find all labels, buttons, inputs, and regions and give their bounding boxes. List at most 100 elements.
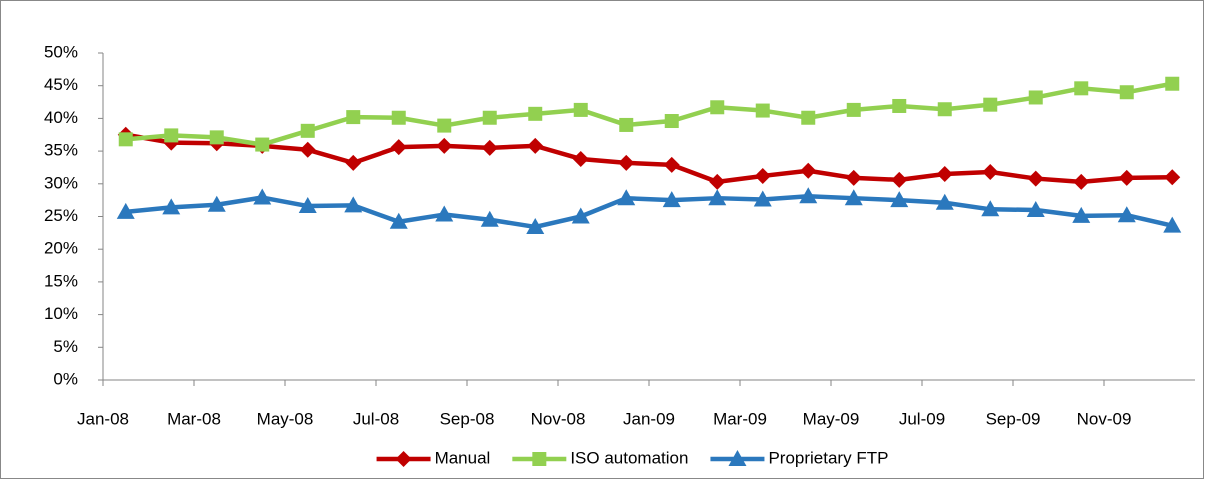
legend: Manual ISO automation Proprietary FTP (376, 448, 888, 467)
data-point (299, 141, 316, 158)
data-point (891, 171, 908, 188)
data-point (389, 212, 408, 229)
legend-label: ISO automation (570, 448, 688, 467)
data-point (753, 190, 772, 207)
data-point (435, 205, 454, 222)
data-point (662, 191, 681, 208)
data-point (983, 97, 998, 112)
data-point (572, 150, 589, 167)
x-tick-label: May-09 (803, 409, 860, 428)
data-point (755, 103, 770, 118)
data-point (1118, 169, 1135, 186)
y-tick-label: 5% (53, 337, 78, 356)
y-tick-label: 0% (53, 369, 78, 388)
series (118, 76, 1180, 152)
data-point (845, 169, 862, 186)
data-point (1074, 81, 1089, 96)
data-point (300, 123, 315, 138)
data-point (526, 217, 545, 234)
y-tick-label: 15% (44, 271, 78, 290)
x-tick-label: Mar-09 (713, 409, 767, 428)
data-point (981, 200, 1000, 217)
data-point (1117, 206, 1136, 223)
y-tick-label: 35% (44, 141, 78, 160)
data-point (801, 110, 816, 125)
data-point (391, 110, 406, 125)
data-point (298, 197, 317, 214)
data-point (1027, 170, 1044, 187)
y-tick-label: 25% (44, 206, 78, 225)
y-tick-label: 40% (44, 108, 78, 127)
data-point (936, 165, 953, 182)
data-point (708, 189, 727, 206)
data-point (528, 106, 543, 121)
data-point (800, 162, 817, 179)
x-tick-label: May-08 (257, 409, 314, 428)
x-tick-label: Jan-08 (77, 409, 129, 428)
data-point (617, 189, 636, 206)
x-tick-label: Jul-09 (899, 409, 945, 428)
data-point (437, 118, 452, 133)
data-point (1165, 76, 1180, 91)
y-tick-label: 20% (44, 239, 78, 258)
data-point (436, 137, 453, 154)
data-point (1164, 169, 1181, 186)
data-point (344, 196, 363, 213)
data-point (710, 100, 725, 115)
y-tick-label: 30% (44, 173, 78, 192)
legend-marker (395, 451, 412, 467)
series (116, 187, 1182, 234)
data-point (527, 137, 544, 154)
data-point (480, 210, 499, 227)
series-line (125, 193, 1173, 230)
data-point (164, 128, 179, 143)
data-point (935, 193, 954, 210)
data-point (207, 195, 226, 212)
data-point (890, 191, 909, 208)
x-tick-label: Nov-09 (1077, 409, 1132, 428)
data-point (116, 202, 135, 219)
data-point (937, 102, 952, 117)
data-point (799, 187, 818, 204)
data-point (709, 173, 726, 190)
legend-marker (532, 452, 547, 466)
data-point (345, 154, 362, 171)
data-point (346, 110, 361, 125)
data-point (209, 130, 224, 145)
data-point (619, 117, 634, 132)
data-point (982, 164, 999, 181)
data-point (892, 98, 907, 113)
data-point (1026, 200, 1045, 217)
legend-label: Proprietary FTP (768, 448, 888, 467)
data-point (1119, 85, 1134, 100)
x-tick-label: Jul-08 (353, 409, 399, 428)
data-point (1028, 90, 1043, 105)
x-tick-label: Jan-09 (623, 409, 675, 428)
data-point (571, 207, 590, 224)
data-point (618, 154, 635, 171)
legend-marker (728, 450, 747, 466)
data-point (481, 139, 498, 156)
data-point (253, 188, 272, 205)
data-point (255, 137, 270, 152)
data-point (482, 110, 497, 125)
data-point (844, 189, 863, 206)
data-point (118, 132, 133, 147)
data-point (1073, 173, 1090, 190)
data-point (390, 139, 407, 156)
data-point (162, 198, 181, 215)
data-point (1072, 206, 1091, 223)
data-point (846, 102, 861, 117)
series (117, 126, 1181, 190)
data-point (754, 167, 771, 184)
data-point (664, 114, 679, 129)
data-point (1163, 216, 1182, 233)
y-tick-label: 45% (44, 75, 78, 94)
series-line (125, 81, 1173, 147)
x-tick-label: Sep-08 (440, 409, 495, 428)
x-tick-label: Mar-08 (167, 409, 221, 428)
data-point (663, 156, 680, 173)
y-tick-label: 10% (44, 304, 78, 323)
x-tick-label: Sep-09 (986, 409, 1041, 428)
